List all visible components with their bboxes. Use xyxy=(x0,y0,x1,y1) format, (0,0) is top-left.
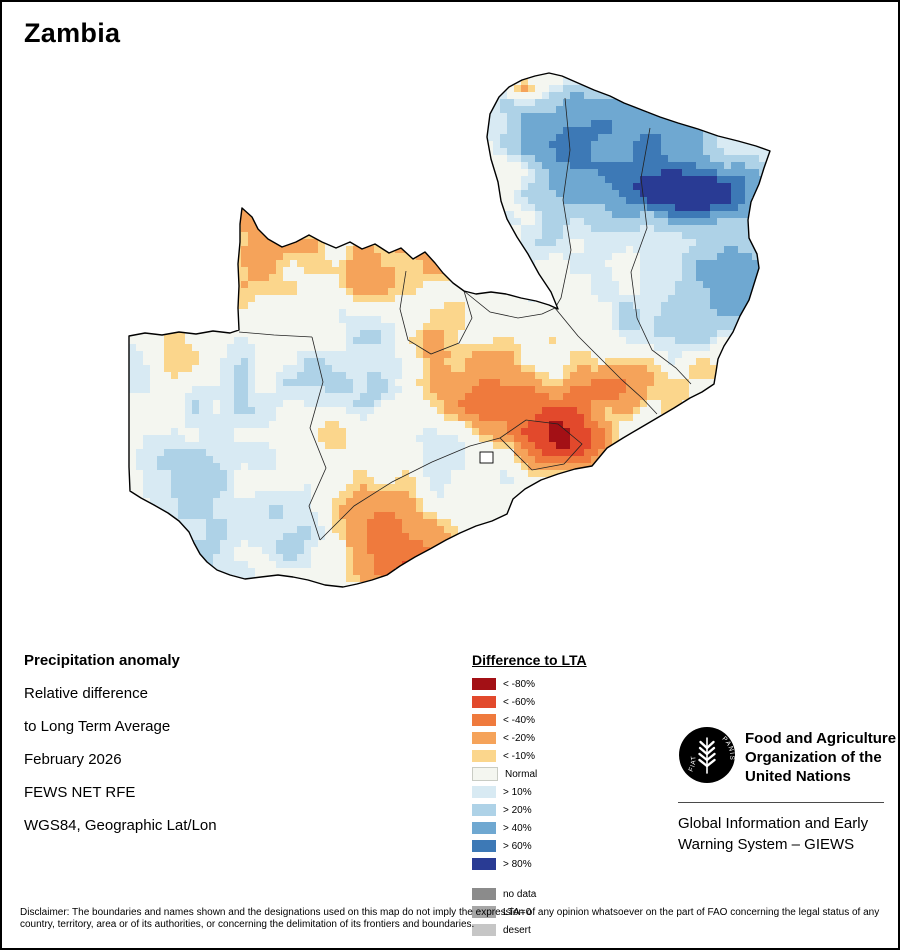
legend-label: < -80% xyxy=(503,678,535,690)
fao-block: FIAT PANIS Food and Agriculture Organiza… xyxy=(678,726,896,786)
legend-swatch xyxy=(472,767,498,781)
anomaly-raster xyxy=(129,73,770,587)
legend-item: > 20% xyxy=(472,801,587,819)
legend-label: < -10% xyxy=(503,750,535,762)
info-line-period: February 2026 xyxy=(24,751,122,768)
legend-item: < -20% xyxy=(472,729,587,747)
legend-label: Normal xyxy=(505,768,538,780)
legend-item: > 80% xyxy=(472,855,587,873)
legend-item: > 10% xyxy=(472,783,587,801)
wheat-ear-icon xyxy=(698,737,716,774)
legend-title: Difference to LTA xyxy=(472,652,587,668)
legend-swatch xyxy=(472,732,496,744)
lusaka-city-outline xyxy=(479,451,494,464)
legend-label: no data xyxy=(503,888,537,900)
legend-item: < -80% xyxy=(472,675,587,693)
legend-label: > 20% xyxy=(503,804,532,816)
legend-item: Normal xyxy=(472,765,587,783)
legend-label: desert xyxy=(503,924,531,936)
map-legend: Difference to LTA < -80% < -60% < -40% < -2… xyxy=(472,652,587,939)
legend-label: > 10% xyxy=(503,786,532,798)
legend-label: LTA=0 xyxy=(503,906,532,918)
legend-item: < -40% xyxy=(472,711,587,729)
fao-name-line-1: Food and Agriculture xyxy=(745,730,897,747)
fao-name-line-2: Organization of the xyxy=(745,749,882,766)
legend-swatch xyxy=(472,906,496,918)
legend-item: desert xyxy=(472,921,587,939)
legend-item: < -10% xyxy=(472,747,587,765)
legend-swatch xyxy=(472,804,496,816)
legend-swatch xyxy=(472,858,496,870)
legend-swatch xyxy=(472,696,496,708)
legend-label: > 80% xyxy=(503,858,532,870)
legend-label: < -60% xyxy=(503,696,535,708)
info-line-relative-difference: Relative difference xyxy=(24,685,148,702)
legend-item: > 40% xyxy=(472,819,587,837)
giews-label: Global Information and Early Warning Sys… xyxy=(678,813,868,855)
info-line-projection: WGS84, Geographic Lat/Lon xyxy=(24,817,217,834)
legend-item: > 60% xyxy=(472,837,587,855)
fao-name-line-3: United Nations xyxy=(745,768,851,785)
legend-label: > 40% xyxy=(503,822,532,834)
legend-swatch xyxy=(472,822,496,834)
legend-swatch xyxy=(472,888,496,900)
map-info-block: Precipitation anomaly Relative differenc… xyxy=(24,652,217,850)
legend-label: < -40% xyxy=(503,714,535,726)
legend-items: < -80% < -60% < -40% < -20% < -10% Normal > 10… xyxy=(472,675,587,939)
page-title: Zambia xyxy=(24,18,121,48)
info-heading: Precipitation anomaly xyxy=(24,652,180,669)
legend-label: < -20% xyxy=(503,732,535,744)
fao-motto-left: FIAT xyxy=(688,755,697,773)
legend-swatch xyxy=(472,924,496,936)
legend-swatch xyxy=(472,678,496,690)
legend-item: no data xyxy=(472,885,587,903)
fao-org-name: Food and Agriculture Organization of the… xyxy=(745,726,896,786)
info-line-source: FEWS NET RFE xyxy=(24,784,136,801)
country-outline xyxy=(128,72,771,588)
giews-line-1: Global Information and Early xyxy=(678,815,869,832)
giews-line-2: Warning System – GIEWS xyxy=(678,836,855,853)
legend-swatch xyxy=(472,840,496,852)
info-line-lta: to Long Term Average xyxy=(24,718,171,735)
legend-swatch xyxy=(472,786,496,798)
svg-text:FIAT: FIAT xyxy=(688,755,698,773)
legend-item: LTA=0 xyxy=(472,903,587,921)
footer-divider xyxy=(678,802,884,803)
legend-label: > 60% xyxy=(503,840,532,852)
fao-logo: FIAT PANIS xyxy=(679,727,735,783)
legend-item: < -60% xyxy=(472,693,587,711)
province-borders xyxy=(238,97,692,541)
legend-swatch xyxy=(472,750,496,762)
legend-swatch xyxy=(472,714,496,726)
disclaimer-text: Disclaimer: The boundaries and names sho… xyxy=(20,907,880,930)
